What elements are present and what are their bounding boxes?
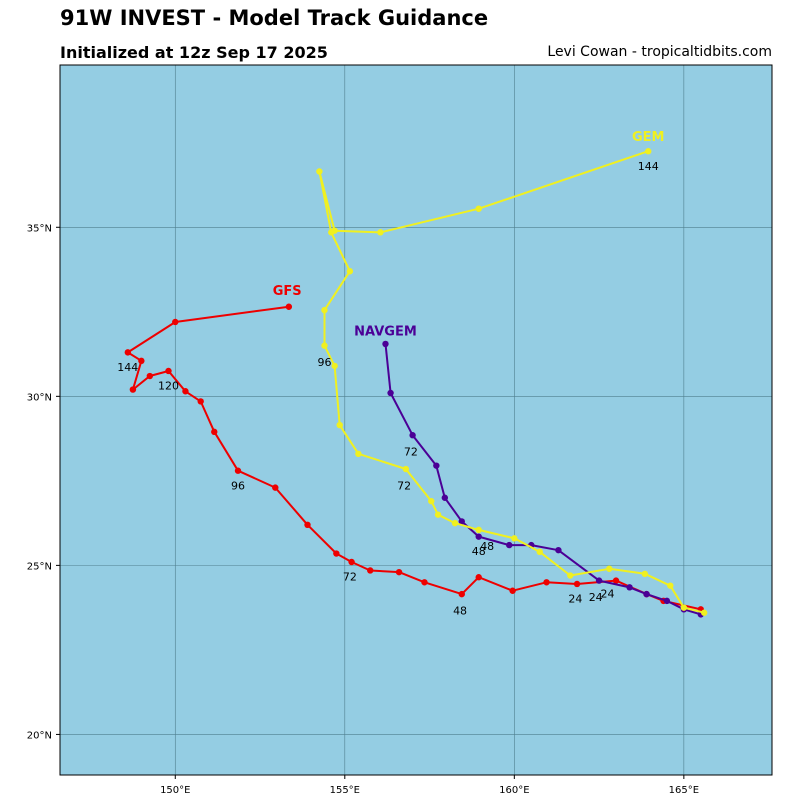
gfs-hour-label: 72	[343, 571, 357, 584]
lon-tick-label: 150°E	[160, 785, 190, 796]
gem-hour-label: 144	[638, 160, 659, 173]
gfs-track-point	[348, 558, 355, 566]
page-title: 91W INVEST - Model Track Guidance	[60, 6, 489, 30]
gem-track-point	[567, 572, 574, 579]
gfs-track-point	[333, 550, 340, 557]
gem-track-point	[331, 227, 338, 234]
gfs-track-point	[197, 398, 204, 405]
gfs-track-point	[124, 349, 132, 356]
gem-model-label: GEM	[632, 130, 665, 145]
gfs-track-point	[573, 580, 581, 588]
gfs-track-point	[138, 357, 145, 365]
gfs-track-point	[458, 590, 465, 598]
navgem-track-point	[506, 541, 513, 549]
gem-track-point	[475, 205, 482, 212]
gfs-hour-label: 120	[158, 380, 179, 393]
gfs-track-point	[272, 484, 279, 491]
gem-track-point	[451, 519, 459, 527]
gem-track-point	[402, 465, 410, 473]
gem-track-point	[321, 306, 328, 314]
gem-track-point	[336, 421, 343, 429]
gem-track-point	[355, 450, 362, 458]
source-credit: Levi Cowan - tropicaltidbits.com	[547, 44, 772, 60]
gfs-track-point	[146, 372, 154, 380]
gem-hour-label: 96	[317, 356, 331, 369]
gem-track-point	[428, 497, 435, 505]
gem-track-point	[475, 526, 482, 534]
lat-tick-label: 20°N	[27, 730, 52, 741]
lat-tick-label: 35°N	[27, 223, 52, 234]
gem-track-point	[331, 362, 338, 370]
gfs-track-point	[211, 428, 218, 436]
gem-track-point	[680, 604, 688, 611]
gem-hour-label: 24	[589, 591, 603, 604]
navgem-track-point	[626, 584, 633, 591]
gem-track-point	[321, 342, 328, 349]
gfs-track-point	[509, 587, 516, 594]
ocean-background	[60, 65, 772, 775]
gfs-track-point	[421, 579, 428, 586]
gem-track-point	[346, 268, 354, 275]
navgem-track-line	[384, 343, 702, 616]
gfs-track-point	[285, 303, 293, 310]
gem-track-point	[377, 229, 384, 236]
gem-track-point	[641, 570, 649, 578]
navgem-model-label: NAVGEM	[354, 324, 417, 339]
gfs-track-point	[172, 318, 179, 326]
gfs-track-point	[182, 388, 189, 395]
navgem-track-point	[475, 533, 482, 540]
navgem-hour-label: 48	[472, 545, 486, 558]
gem-track-point	[434, 511, 442, 518]
navgem-track-point	[441, 494, 449, 501]
gem-hour-label: 48	[480, 540, 494, 553]
init-time-subtitle: Initialized at 12z Sep 17 2025	[60, 43, 328, 62]
gfs-track-point	[543, 579, 550, 586]
navgem-hour-label: 72	[404, 446, 418, 459]
navgem-track-point	[555, 546, 562, 554]
navgem-track-point	[387, 389, 394, 397]
navgem-track-point	[382, 340, 389, 348]
navgem-hour-label: 24	[601, 588, 615, 601]
gem-track-point	[667, 582, 674, 589]
gfs-track-point	[304, 521, 311, 529]
gfs-track-point	[612, 577, 620, 584]
gfs-hour-label: 48	[453, 604, 467, 617]
gfs-hour-label: 144	[117, 361, 138, 374]
lon-tick-label: 160°E	[499, 785, 529, 796]
gfs-track-point	[234, 467, 242, 474]
lon-tick-label: 155°E	[330, 785, 360, 796]
gem-track-point	[316, 168, 323, 175]
navgem-track-point	[595, 577, 603, 584]
lat-tick-label: 30°N	[27, 392, 52, 403]
gfs-hour-label: 24	[568, 593, 582, 606]
navgem-track-point	[409, 432, 416, 439]
lon-tick-label: 165°E	[669, 785, 699, 796]
gfs-track-point	[165, 367, 172, 375]
navgem-track-point	[458, 518, 465, 525]
gem-track-point	[536, 548, 543, 556]
gfs-hour-label: 96	[231, 479, 245, 492]
gfs-track-point	[367, 567, 374, 574]
gem-track-point	[645, 148, 652, 155]
gfs-track-point	[395, 568, 403, 576]
navgem-track-point	[643, 590, 650, 598]
navgem-track-point	[663, 597, 671, 605]
gfs-model-label: GFS	[273, 284, 302, 299]
gem-track-point	[606, 565, 613, 572]
navgem-track-point	[433, 462, 440, 469]
gfs-track-point	[129, 386, 137, 393]
gem-track-point	[511, 535, 518, 542]
gem-track-point	[700, 609, 708, 616]
map-frame	[59, 64, 773, 776]
gfs-track-point	[475, 574, 482, 581]
gem-hour-label: 72	[397, 479, 411, 492]
lat-tick-label: 25°N	[27, 561, 52, 572]
